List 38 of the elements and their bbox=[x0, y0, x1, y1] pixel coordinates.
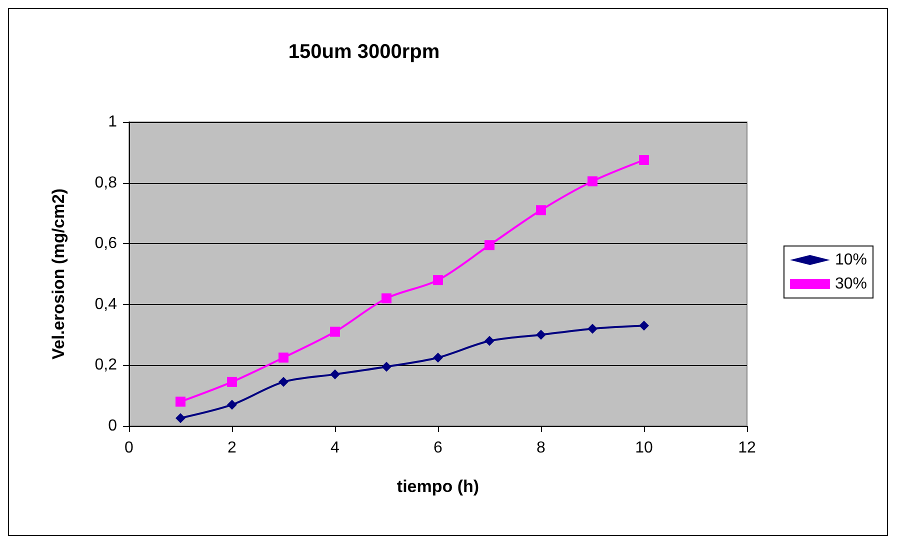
point bbox=[382, 362, 392, 372]
x-tick-label: 8 bbox=[536, 440, 546, 456]
x-tick-label: 6 bbox=[434, 440, 443, 456]
point bbox=[536, 330, 546, 340]
point bbox=[330, 369, 340, 380]
x-tick-label: 10 bbox=[635, 440, 653, 456]
chart-title: 150um 3000rpm bbox=[288, 41, 440, 63]
legend-label: 30% bbox=[834, 276, 868, 292]
point bbox=[278, 376, 288, 387]
x-tick-label: 4 bbox=[330, 440, 340, 456]
point bbox=[433, 275, 443, 286]
y-tick-label: 0 bbox=[108, 418, 118, 434]
point bbox=[588, 176, 598, 186]
y-tick-label: 0,2 bbox=[94, 356, 118, 374]
y-tick-label: 0,8 bbox=[94, 174, 118, 192]
y-tick-label: 0,4 bbox=[94, 296, 118, 313]
x-tick-label: 2 bbox=[228, 440, 237, 456]
point bbox=[484, 336, 494, 346]
x-tick-label: 0 bbox=[124, 440, 134, 456]
point bbox=[227, 400, 237, 410]
legend-label: 10% bbox=[834, 252, 868, 268]
point bbox=[278, 352, 288, 363]
point bbox=[176, 413, 186, 424]
point bbox=[433, 352, 443, 363]
point bbox=[639, 320, 649, 331]
point bbox=[484, 240, 494, 250]
y-tick-label: 1 bbox=[108, 114, 118, 130]
x-tick-label: 12 bbox=[738, 440, 756, 456]
point bbox=[639, 155, 649, 165]
point bbox=[536, 205, 546, 216]
y-tick-label: 0,6 bbox=[94, 235, 118, 252]
point bbox=[382, 293, 392, 304]
point bbox=[588, 324, 598, 334]
y-axis-title: Vel.erosion (mg/cm2) bbox=[49, 188, 68, 360]
point bbox=[227, 376, 237, 387]
point bbox=[330, 326, 340, 337]
x-axis-title: tiempo (h) bbox=[396, 477, 480, 496]
point bbox=[176, 396, 186, 407]
